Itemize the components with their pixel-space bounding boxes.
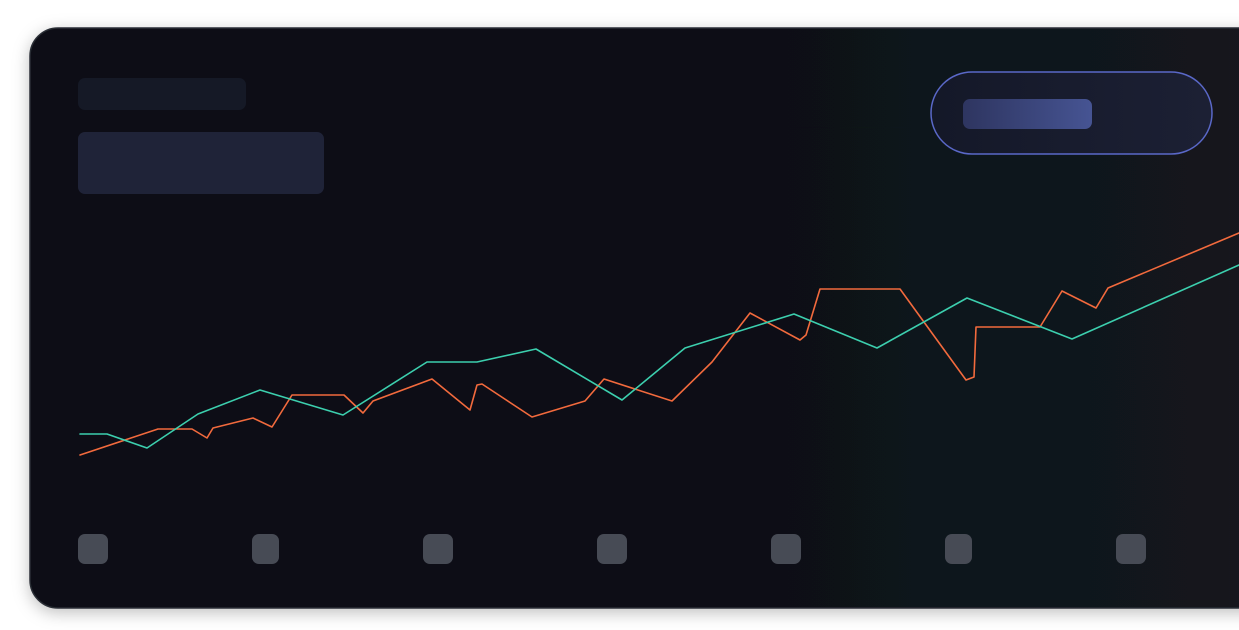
line-series: [79, 232, 1239, 456]
toggle-skeleton: [963, 99, 1092, 129]
skeleton-value: [78, 132, 324, 194]
tick-placeholder: [771, 534, 801, 564]
tick-placeholder: [252, 534, 279, 564]
skeleton-title: [78, 78, 246, 110]
card: [29, 27, 1239, 609]
tick-placeholder: [78, 534, 108, 564]
tick-placeholder: [423, 534, 453, 564]
line-series: [79, 264, 1239, 449]
tick-placeholder: [597, 534, 627, 564]
x-tick-placeholders: [78, 534, 1146, 564]
tick-placeholder: [1116, 534, 1146, 564]
tick-placeholder: [945, 534, 972, 564]
